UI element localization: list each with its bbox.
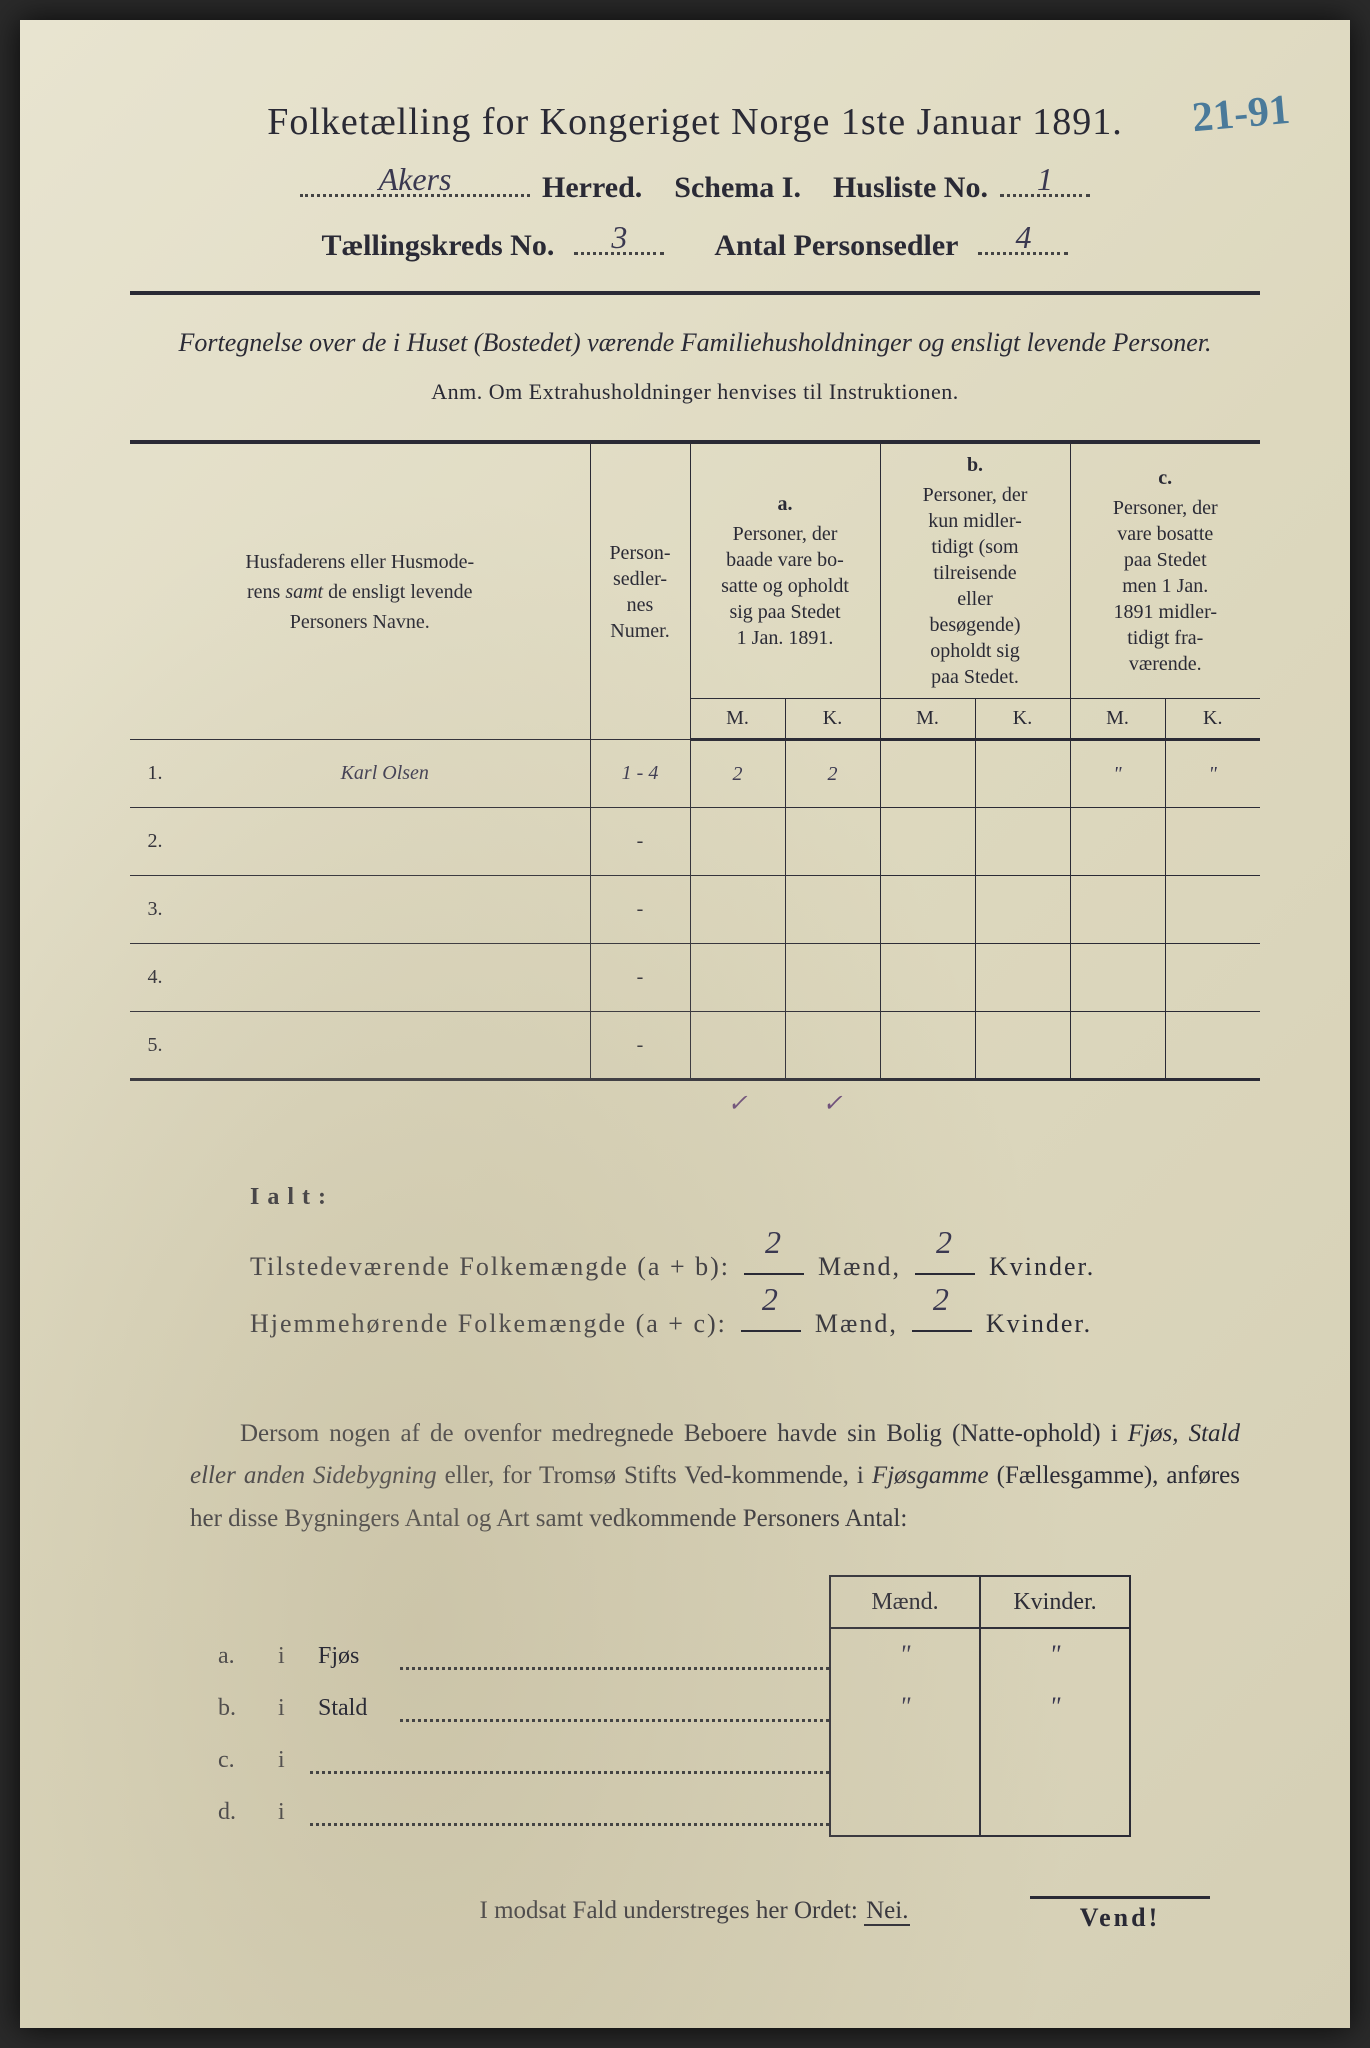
- totals-section: Ialt: Tilstedeværende Folkemængde (a + b…: [250, 1171, 1260, 1352]
- col-c-k: K.: [1165, 699, 1260, 740]
- col-header-person: Person-sedler-nesNumer.: [590, 442, 690, 740]
- col-header-c: c. Personer, dervare bosattepaa Stedetme…: [1070, 442, 1260, 699]
- header-line-2: Akers Herred. Schema I. Husliste No. 1: [130, 169, 1260, 205]
- page-title: Folketælling for Kongeriget Norge 1ste J…: [130, 100, 1260, 144]
- kreds-label: Tællingskreds No.: [322, 229, 555, 263]
- table-row: 5. -: [130, 1012, 1260, 1080]
- schema-label: Schema I.: [674, 171, 801, 205]
- col-b-k: K.: [975, 699, 1070, 740]
- building-row: b. i Stald " ": [210, 1680, 1130, 1732]
- col-b-m: M.: [880, 699, 975, 740]
- herred-field: Akers: [300, 169, 530, 197]
- husliste-field: 1: [1000, 169, 1090, 197]
- building-paragraph: Dersom nogen af de ovenfor medregnede Be…: [190, 1413, 1240, 1541]
- husliste-label: Husliste No.: [833, 171, 988, 205]
- building-head-k: Kvinder.: [980, 1576, 1130, 1628]
- herred-value: Akers: [379, 161, 452, 198]
- building-row: c. i: [210, 1732, 1130, 1784]
- building-table: Mænd. Kvinder. a. i Fjøs " " b. i Stald …: [210, 1575, 1131, 1837]
- col-header-b: b. Personer, derkun midler-tidigt (somti…: [880, 442, 1070, 699]
- col-a-k: K.: [785, 699, 880, 740]
- totals-line-1: Tilstedeværende Folkemængde (a + b): 2 M…: [250, 1238, 1260, 1295]
- subtitle: Fortegnelse over de i Huset (Bostedet) v…: [130, 325, 1260, 361]
- nei-underline: Nei.: [864, 1897, 910, 1926]
- col-header-a: a. Personer, derbaade vare bo-satte og o…: [690, 442, 880, 699]
- header-rule: [130, 291, 1260, 295]
- table-row: 3. -: [130, 876, 1260, 944]
- building-row: d. i: [210, 1784, 1130, 1836]
- census-form-page: 21-91 Folketælling for Kongeriget Norge …: [20, 20, 1350, 2028]
- antal-value: 4: [1015, 219, 1031, 256]
- header-line-3: Tællingskreds No. 3 Antal Personsedler 4: [130, 227, 1260, 263]
- ialt-label: Ialt:: [250, 1171, 1260, 1224]
- household-table: Husfaderens eller Husmode-rens samt de e…: [130, 440, 1260, 1126]
- col-header-names: Husfaderens eller Husmode-rens samt de e…: [130, 442, 590, 740]
- antal-label: Antal Personsedler: [714, 229, 958, 263]
- col-a-m: M.: [690, 699, 785, 740]
- husliste-value: 1: [1037, 161, 1053, 198]
- kreds-value: 3: [611, 219, 627, 256]
- table-row: 1. Karl Olsen 1 - 4 2 2 " ": [130, 740, 1260, 808]
- vend-label: Vend!: [1030, 1896, 1210, 1933]
- table-row: 2. -: [130, 808, 1260, 876]
- building-row: a. i Fjøs " ": [210, 1628, 1130, 1680]
- herred-label: Herred.: [542, 171, 642, 205]
- col-c-m: M.: [1070, 699, 1165, 740]
- antal-field: 4: [978, 227, 1068, 255]
- building-head-m: Mænd.: [830, 1576, 980, 1628]
- totals-line-2: Hjemmehørende Folkemængde (a + c): 2 Mæn…: [250, 1295, 1260, 1352]
- kreds-field: 3: [574, 227, 664, 255]
- table-row: 4. -: [130, 944, 1260, 1012]
- annotation-note: Anm. Om Extrahusholdninger henvises til …: [130, 379, 1260, 405]
- check-row: ✓ ✓: [130, 1080, 1260, 1127]
- corner-annotation: 21-91: [1190, 86, 1292, 142]
- name-cell: Karl Olsen: [180, 740, 590, 808]
